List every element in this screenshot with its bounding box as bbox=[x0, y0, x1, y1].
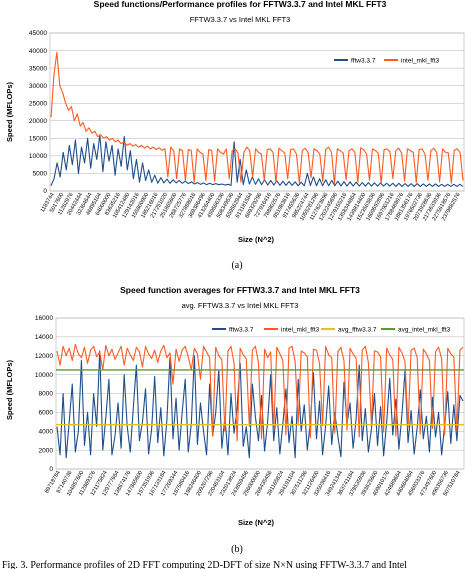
series-line-intel-mkl-fft3 bbox=[50, 51, 464, 185]
chart-b-caption: (b) bbox=[231, 544, 243, 555]
chart-a-y-axis-label: Speed (MFLOPs) bbox=[5, 82, 14, 143]
chart-b-x-axis-label: Size (N^2) bbox=[238, 518, 275, 527]
chart-a-y-tick-label: 25000 bbox=[29, 100, 47, 107]
chart-a-y-tick-label: 20000 bbox=[29, 118, 47, 125]
chart-a-y-tick-label: 30000 bbox=[29, 83, 47, 90]
chart-b: Speed function averages for FFTW3.3.7 an… bbox=[5, 285, 465, 555]
chart-b-subtitle: avg. FFTW3.3.7 vs Intel MKL FFT3 bbox=[182, 301, 299, 310]
chart-a-y-tick-label: 45000 bbox=[29, 30, 47, 37]
series-line-intel-mkl-fft3 bbox=[56, 343, 464, 442]
chart-a-y-tick-label: 5000 bbox=[33, 171, 48, 178]
chart-b-y-tick-label: 16000 bbox=[35, 315, 53, 322]
chart-a-subtitle: FFTW3.3.7 vs Intel MKL FFT3 bbox=[190, 15, 291, 24]
chart-b-y-axis-label: Speed (MFLOPs) bbox=[5, 360, 14, 421]
chart-a-y-tick-label: 35000 bbox=[29, 65, 47, 72]
chart-b-series bbox=[56, 343, 464, 459]
chart-a-grid bbox=[49, 32, 465, 192]
chart-a-y-tick-label: 10000 bbox=[29, 153, 47, 160]
chart-a-y-ticks: 0 5000 10000 15000 20000 25000 30000 35000 40000… bbox=[29, 30, 47, 195]
chart-b-legend: fftw3.3.7 intel_mkl_fft3 avg_fftw3.3.7 avg_… bbox=[212, 326, 451, 333]
chart-b-y-tick-label: 2000 bbox=[39, 447, 54, 454]
legend-label-intel-mkl-fft3: intel_mkl_fft3 bbox=[281, 326, 320, 333]
chart-a-series bbox=[50, 51, 464, 187]
chart-a-title: Speed functions/Performance profiles for… bbox=[94, 0, 387, 9]
chart-b-y-tick-label: 6000 bbox=[39, 410, 54, 417]
figure-caption-text: Fig. 3. Performance profiles of 2D FFT c… bbox=[2, 560, 407, 569]
chart-a: Speed functions/Performance profiles for… bbox=[5, 0, 465, 271]
chart-b-title: Speed function averages for FFTW3.3.7 an… bbox=[120, 285, 360, 295]
legend-label-intel-mkl-fft3: intel_mkl_fft3 bbox=[401, 57, 440, 64]
series-line-fftw3-3-7 bbox=[50, 134, 464, 187]
chart-a-x-axis-label: Size (N^2) bbox=[238, 235, 275, 244]
chart-b-y-tick-label: 0 bbox=[49, 466, 53, 473]
chart-a-y-tick-label: 0 bbox=[43, 188, 47, 195]
legend-label-fftw3-3-7: fftw3.3.7 bbox=[229, 326, 254, 333]
legend-label-avg-fftw3-3-7: avg_fftw3.3.7 bbox=[338, 326, 377, 333]
chart-a-x-ticks: 1183744501760011262976204424443236464446… bbox=[40, 192, 462, 222]
chart-a-y-tick-label: 40000 bbox=[29, 48, 47, 55]
chart-a-caption: (a) bbox=[231, 260, 242, 271]
chart-b-y-tick-label: 4000 bbox=[39, 428, 54, 435]
chart-b-y-tick-label: 10000 bbox=[35, 372, 53, 379]
chart-b-grid bbox=[55, 317, 465, 470]
series-line-fftw3-3-7 bbox=[56, 350, 464, 459]
chart-a-legend: fftw3.3.7 intel_mkl_fft3 bbox=[334, 57, 440, 64]
legend-label-fftw3-3-7: fftw3.3.7 bbox=[351, 57, 376, 64]
legend-label-avg-intel-mkl-fft3: avg_intel_mkl_fft3 bbox=[398, 326, 451, 333]
chart-b-x-ticks: 8971878497140736104857600112869376121175… bbox=[44, 470, 462, 497]
chart-a-y-tick-label: 15000 bbox=[29, 136, 47, 143]
chart-b-y-ticks: 0 2000 4000 6000 8000 10000 12000 14000 16000 bbox=[35, 315, 53, 473]
chart-b-y-tick-label: 14000 bbox=[35, 334, 53, 341]
chart-b-y-tick-label: 8000 bbox=[39, 391, 54, 398]
chart-b-y-tick-label: 12000 bbox=[35, 353, 53, 360]
